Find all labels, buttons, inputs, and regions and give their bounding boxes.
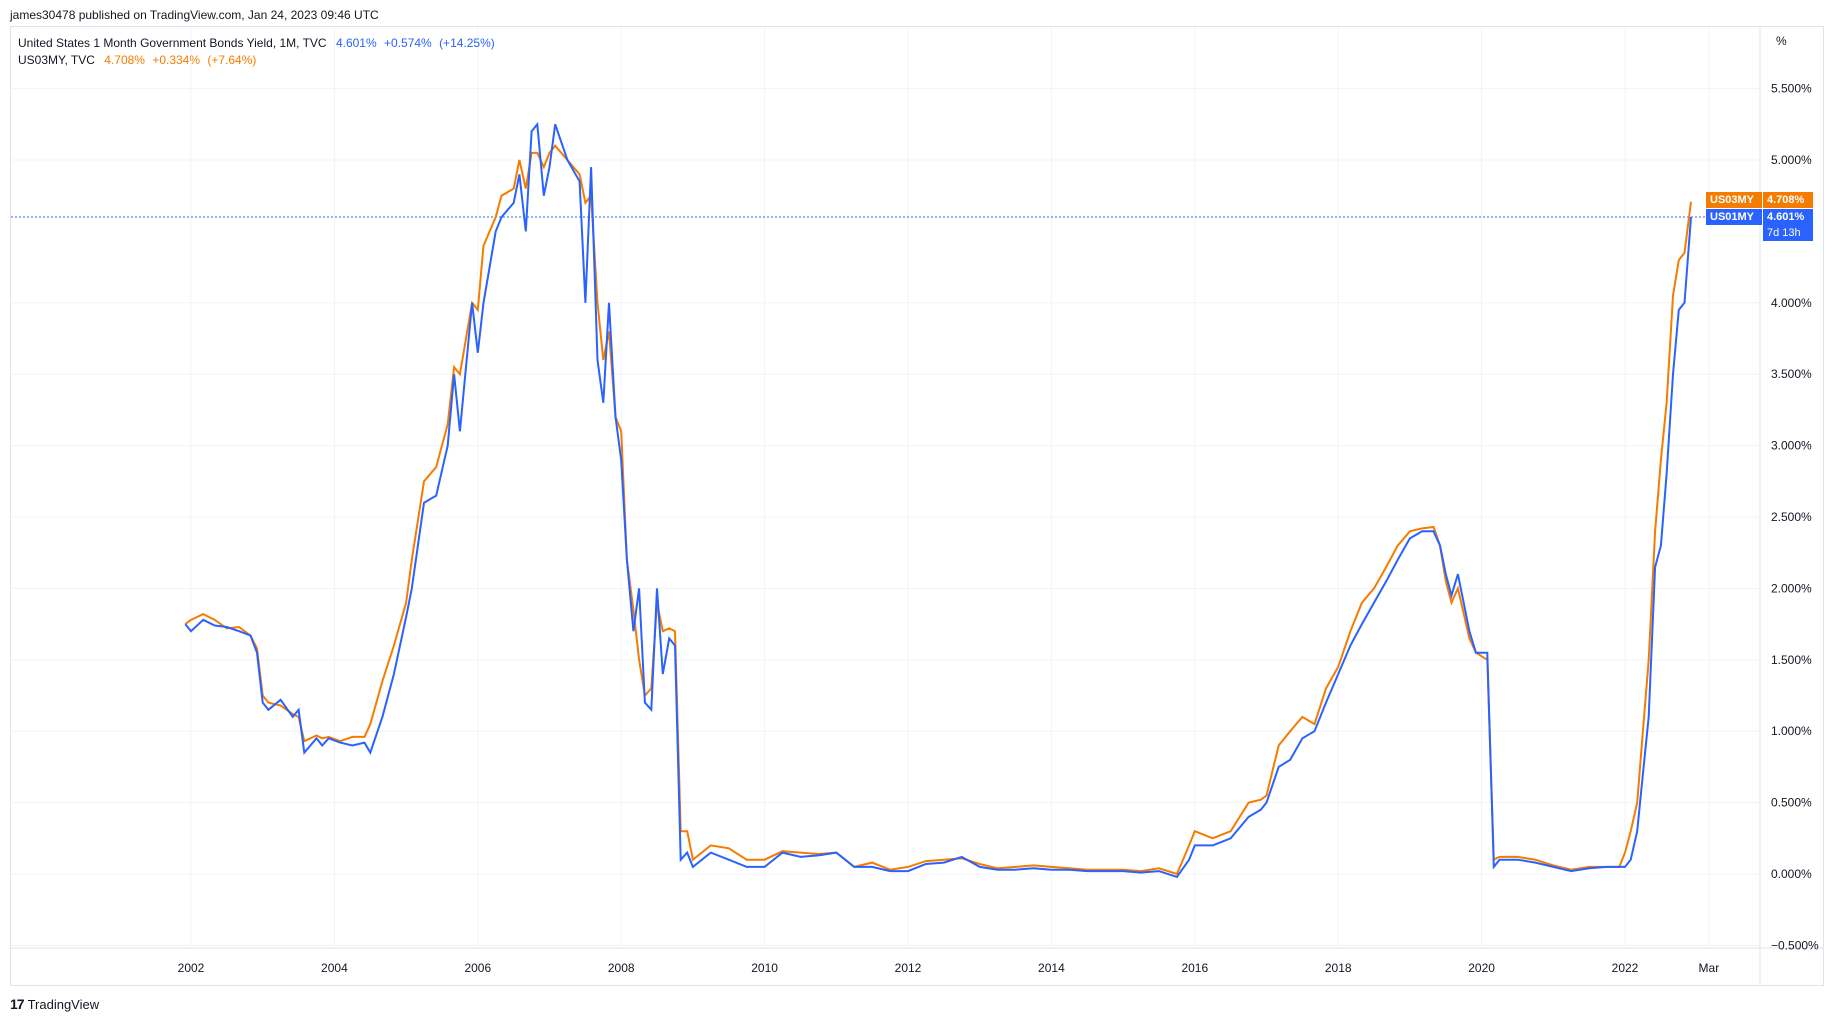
- series-us01my-line: [184, 121, 1692, 879]
- legend-series-1-last: 4.601%: [335, 36, 377, 50]
- legend-series-2-name: US03MY, TVC: [18, 53, 95, 67]
- x-tick-label: 2022: [1612, 961, 1639, 975]
- x-tick-label: 2012: [895, 961, 922, 975]
- us03my-ticker-badge: US03MY: [1706, 192, 1762, 208]
- legend-series-1[interactable]: United States 1 Month Government Bonds Y…: [18, 35, 499, 52]
- x-tick-label: 2004: [321, 961, 348, 975]
- x-tick-label: 2020: [1468, 961, 1495, 975]
- x-tick-label: 2008: [608, 961, 635, 975]
- x-axis: 2002 2004 2006 2008 2010 2012 2014 2016 2018 2020…: [178, 961, 1720, 975]
- bar-countdown-badge: 7d 13h: [1763, 225, 1813, 241]
- us01my-value-badge: 4.601%: [1763, 209, 1813, 225]
- y-tick-label: 5.500%: [1771, 82, 1812, 96]
- legend-series-1-change: +0.574%: [384, 36, 432, 50]
- grid: [10, 27, 1824, 986]
- y-axis-unit: %: [1776, 34, 1787, 48]
- series-us03my-line: [184, 144, 1692, 876]
- x-tick-label: 2006: [464, 961, 491, 975]
- y-tick-label: 2.500%: [1771, 510, 1812, 524]
- x-tick-label: 2016: [1181, 961, 1208, 975]
- x-tick-label: Mar: [1699, 961, 1720, 975]
- publish-info: james30478 published on TradingView.com,…: [10, 8, 379, 22]
- legend: United States 1 Month Government Bonds Y…: [18, 35, 499, 69]
- y-tick-label: −0.500%: [1771, 938, 1819, 952]
- y-tick-label: 3.000%: [1771, 439, 1812, 453]
- x-tick-label: 2018: [1325, 961, 1352, 975]
- chart-panel[interactable]: [10, 26, 1824, 986]
- y-tick-label: 4.000%: [1771, 296, 1812, 310]
- y-tick-label: 1.000%: [1771, 724, 1812, 738]
- y-tick-label: 3.500%: [1771, 367, 1812, 381]
- us01my-ticker-badge: US01MY: [1706, 209, 1762, 225]
- legend-series-2-last: 4.708%: [104, 53, 145, 67]
- us03my-value-badge: 4.708%: [1763, 192, 1813, 208]
- footer-brand[interactable]: 17 TradingView: [10, 996, 99, 1012]
- tradingview-logo-icon: 17: [10, 996, 25, 1012]
- y-tick-label: 1.500%: [1771, 653, 1812, 667]
- y-tick-label: 0.000%: [1771, 867, 1812, 881]
- legend-series-2-change: +0.334%: [152, 53, 201, 67]
- x-tick-label: 2010: [751, 961, 778, 975]
- y-tick-label: 0.500%: [1771, 796, 1812, 810]
- x-tick-label: 2002: [178, 961, 205, 975]
- legend-series-1-pct: (+14.25%): [439, 36, 495, 50]
- legend-series-2[interactable]: US03MY, TVC 4.708% +0.334% (+7.64%): [18, 52, 499, 69]
- brand-name: TradingView: [27, 996, 100, 1012]
- legend-series-1-name: United States 1 Month Government Bonds Y…: [18, 36, 327, 50]
- legend-series-2-pct: (+7.64%): [207, 53, 257, 67]
- x-tick-label: 2014: [1038, 961, 1065, 975]
- y-tick-label: 5.000%: [1771, 153, 1812, 167]
- y-tick-label: 2.000%: [1771, 581, 1812, 595]
- y-axis: 5.500% 5.000% 4.000% 3.500% 3.000% 2.500% 2.00…: [1771, 82, 1819, 953]
